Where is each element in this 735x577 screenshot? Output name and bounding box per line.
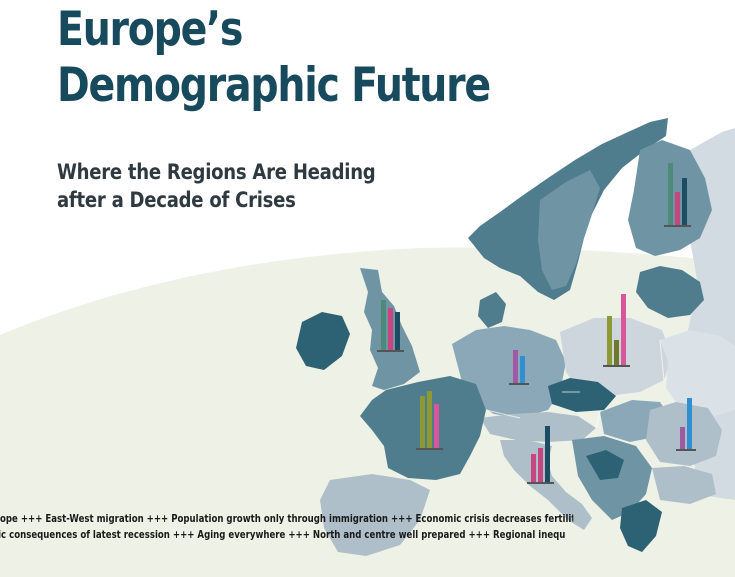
subtitle-line-1: Where the Regions Are Heading [57,160,376,184]
region-ukraine [660,330,735,418]
region-ireland [296,312,350,370]
title-block: Europe’s Demographic Future [57,2,572,114]
bar-chart-icon-romania [676,398,696,451]
title-line-2: Demographic Future [57,58,491,113]
bar-chart-icon-france [416,391,443,450]
region-bosnia [586,450,624,480]
news-ticker-line-1: ope +++ East-West migration +++ Populati… [0,512,573,525]
bar-chart-icon-germany [509,350,529,385]
region-baltics [636,266,704,318]
news-ticker-line-2: hic consequences of latest recession +++… [0,528,566,541]
bar-chart-icon-finland [664,163,691,227]
bar-chart-icon-britain [377,300,404,352]
region-italy [500,440,592,530]
region-iberia [320,474,430,556]
subtitle-line-2: after a Decade of Crises [57,188,296,212]
region-alps [480,412,596,442]
region-sweden-inner [538,170,600,290]
bar-chart-icon-italy [527,426,554,484]
page-title: Europe’s Demographic Future [57,2,491,114]
region-bulgaria [652,466,716,504]
page-subtitle: Where the Regions Are Heading after a De… [57,158,376,214]
region-greece [620,500,662,552]
region-denmark [478,292,506,328]
title-line-1: Europe’s [57,2,243,57]
bar-chart-icon-poland [603,294,630,367]
region-czech [548,378,616,412]
country-borders [485,339,665,429]
region-germany [452,326,566,418]
